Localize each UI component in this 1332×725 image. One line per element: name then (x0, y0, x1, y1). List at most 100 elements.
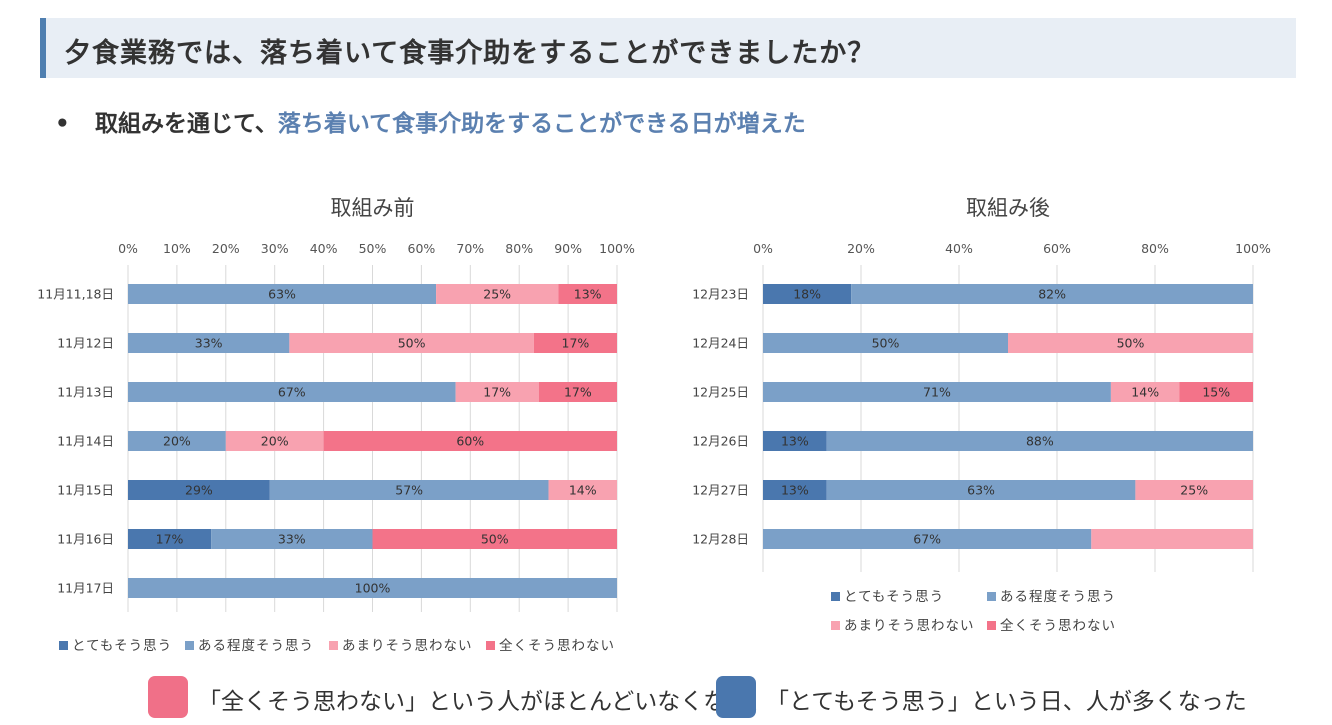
after-tick-label: 0% (753, 241, 773, 256)
before-legend-swatch (329, 641, 338, 650)
subtitle: • 取組みを通じて、落ち着いて食事介助をすることができる日が増えた (55, 104, 806, 138)
before-tick-label: 0% (118, 241, 138, 256)
after-tick-label: 40% (945, 241, 973, 256)
before-bar (128, 284, 437, 304)
before-data-label: 50% (398, 336, 426, 351)
before-data-label: 17% (483, 385, 511, 400)
after-tick-label: 80% (1141, 241, 1169, 256)
before-bar (225, 431, 324, 451)
before-bar (269, 480, 549, 500)
before-tick-label: 100% (599, 241, 635, 256)
before-data-label: 100% (355, 581, 391, 596)
after-category-label: 12月23日 (692, 287, 749, 302)
before-bar (323, 431, 617, 451)
after-data-label: 88% (1026, 434, 1054, 449)
after-legend-swatch (987, 621, 996, 630)
after-bar (763, 431, 827, 451)
before-tick-label: 10% (163, 241, 191, 256)
before-tick-label: 60% (408, 241, 436, 256)
after-bar (763, 284, 852, 304)
before-data-label: 14% (569, 483, 597, 498)
footer-swatch-pink (148, 676, 188, 718)
before-data-label: 60% (456, 434, 484, 449)
after-legend-label: 全くそう思わない (1000, 617, 1116, 634)
after-legend-swatch (831, 621, 840, 630)
chart-after: 取組み後 0% 20% 40% 60% 80% 100% 12月23日 18% 82% 12月24日… (692, 196, 1271, 634)
before-data-label: 57% (395, 483, 423, 498)
after-legend-swatch (987, 592, 996, 601)
before-legend-label: 全くそう思わない (499, 637, 615, 654)
before-tick-label: 40% (310, 241, 338, 256)
after-tick-label: 100% (1235, 241, 1271, 256)
before-title: 取組み前 (331, 196, 415, 220)
before-bar (128, 333, 290, 353)
before-bar (372, 529, 617, 549)
before-category-label: 11月12日 (57, 336, 114, 351)
before-bar (128, 529, 212, 549)
after-bar (1091, 529, 1253, 549)
after-bar (763, 529, 1092, 549)
after-data-label: 13% (781, 434, 809, 449)
after-legend-label: ある程度そう思う (1000, 589, 1116, 605)
before-bar (128, 578, 617, 598)
before-data-label: 63% (268, 287, 296, 302)
footer-text-1: 「全くそう思わない」という人がほとんどいなくなり、 (198, 689, 772, 715)
before-tick-label: 70% (456, 241, 484, 256)
before-data-label: 50% (481, 532, 509, 547)
after-tick-label: 20% (847, 241, 875, 256)
before-category-label: 11月11,18日 (37, 287, 114, 302)
before-tick-label: 30% (261, 241, 289, 256)
after-data-label: 50% (1117, 336, 1145, 351)
after-data-label: 18% (793, 287, 821, 302)
before-bar (533, 333, 617, 353)
before-category-label: 11月15日 (57, 483, 114, 498)
before-bar (548, 480, 617, 500)
before-bar (289, 333, 534, 353)
after-data-label: 13% (781, 483, 809, 498)
before-category-label: 11月16日 (57, 532, 114, 547)
before-category-label: 11月17日 (57, 581, 114, 596)
before-bar (558, 284, 617, 304)
before-tick-label: 90% (554, 241, 582, 256)
after-legend-swatch (831, 592, 840, 601)
before-tick-label: 20% (212, 241, 240, 256)
after-data-label: 82% (1038, 287, 1066, 302)
after-bar (763, 382, 1111, 402)
before-legend-label: とてもそう思う (72, 638, 172, 654)
footer-summary: 「全くそう思わない」という人がほとんどいなくなり、 「とてもそう思う」という日、… (148, 676, 1298, 720)
before-bar (436, 284, 559, 304)
before-category-label: 11月13日 (57, 385, 114, 400)
subtitle-highlight: 落ち着いて食事介助をすることができる日が増えた (277, 111, 806, 137)
after-category-label: 12月24日 (692, 336, 749, 351)
after-bar (826, 431, 1253, 451)
before-legend-swatch (486, 641, 495, 650)
after-data-label: 14% (1131, 385, 1159, 400)
before-tick-label: 50% (359, 241, 387, 256)
before-data-label: 17% (156, 532, 184, 547)
after-bar (1110, 382, 1180, 402)
before-bar (538, 382, 617, 402)
before-tick-label: 80% (505, 241, 533, 256)
before-data-label: 20% (163, 434, 191, 449)
footer-text-2: 「とてもそう思う」という日、人が多くなった (766, 689, 1247, 715)
bullet-icon: • (55, 111, 70, 137)
after-category-label: 12月28日 (692, 532, 749, 547)
before-data-label: 33% (195, 336, 223, 351)
after-legend-label: とてもそう思う (844, 589, 944, 605)
after-bar (1008, 333, 1253, 353)
page-title: 夕食業務では、落ち着いて食事介助をすることができましたか？ (64, 38, 876, 69)
after-data-label: 50% (872, 336, 900, 351)
before-data-label: 17% (562, 336, 590, 351)
before-data-label: 33% (278, 532, 306, 547)
after-bar (1179, 382, 1253, 402)
subtitle-prefix: 取組みを通じて、 (95, 111, 278, 137)
before-bar (128, 431, 226, 451)
after-bar (826, 480, 1136, 500)
after-bar (763, 333, 1008, 353)
after-data-label: 67% (913, 532, 941, 547)
before-bar (128, 480, 270, 500)
before-legend-label: あまりそう思わない (342, 638, 473, 654)
before-data-label: 67% (278, 385, 306, 400)
after-data-label: 63% (967, 483, 995, 498)
before-legend-swatch (185, 641, 194, 650)
